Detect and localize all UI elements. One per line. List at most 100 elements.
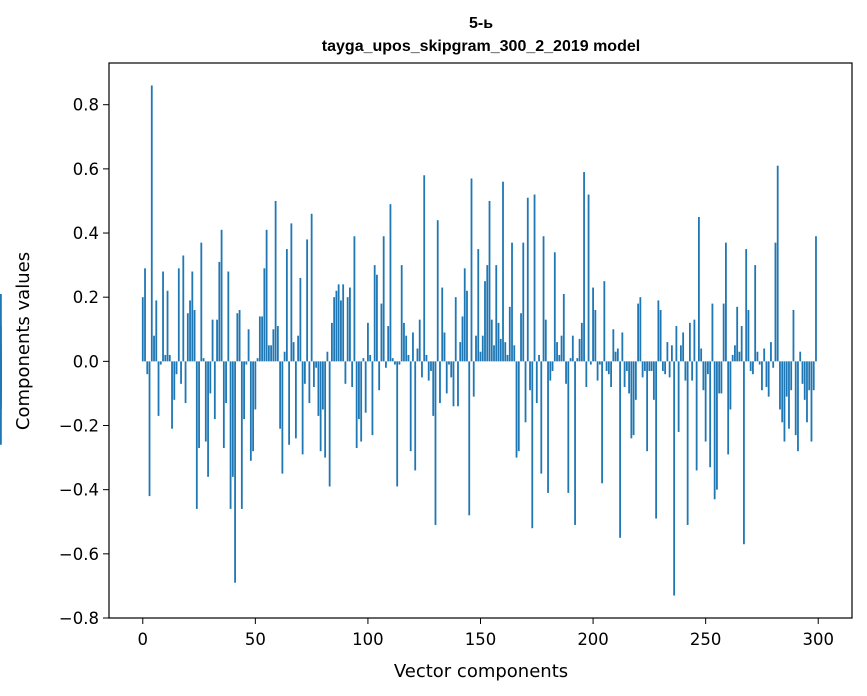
bar-59 xyxy=(274,200,277,362)
y-tick-label: 0.2 xyxy=(73,288,99,307)
bar-294 xyxy=(803,361,806,400)
bar-94 xyxy=(353,236,356,362)
bar-293 xyxy=(801,361,804,384)
bar-50 xyxy=(254,361,257,410)
y-tick-label: −0.6 xyxy=(59,545,99,564)
bar-258 xyxy=(722,303,725,362)
bar-56 xyxy=(267,345,270,362)
bar-35 xyxy=(220,229,223,362)
y-tick-label: −0.2 xyxy=(59,417,99,436)
bar-304 xyxy=(0,326,2,362)
bar-123 xyxy=(418,319,421,362)
chart-title-line2: tayga_upos_skipgram_300_2_2019 model xyxy=(322,38,640,55)
bar-217 xyxy=(630,361,633,439)
bar-47 xyxy=(247,329,250,362)
bar-147 xyxy=(472,361,475,397)
bar-26 xyxy=(200,242,203,362)
bar-143 xyxy=(463,268,466,362)
bar-208 xyxy=(610,361,612,388)
x-tick-label: 0 xyxy=(138,630,149,649)
bar-130 xyxy=(434,361,437,525)
bar-57 xyxy=(270,345,273,362)
bar-32 xyxy=(213,361,216,420)
bar-102 xyxy=(371,361,374,436)
bar-2 xyxy=(146,361,149,375)
bar-98 xyxy=(362,358,365,362)
bar-223 xyxy=(643,361,646,371)
bar-189 xyxy=(567,361,570,493)
bar-41 xyxy=(234,361,236,583)
bar-280 xyxy=(772,361,775,368)
bar-262 xyxy=(731,354,734,362)
bar-260 xyxy=(727,361,730,455)
bar-11 xyxy=(166,290,169,362)
y-axis-ticks: −0.8 −0.6 −0.4 −0.2 0.0 0.2 0.4 0.6 0.8 xyxy=(59,96,109,628)
bar-206 xyxy=(605,361,608,371)
bar-67 xyxy=(292,342,295,362)
bar-255 xyxy=(716,361,718,490)
bar-117 xyxy=(405,335,408,362)
bar-306 xyxy=(0,361,2,445)
bar-210 xyxy=(614,351,617,362)
bar-126 xyxy=(425,354,428,362)
bar-271 xyxy=(752,361,754,375)
bar-20 xyxy=(186,313,189,362)
bar-188 xyxy=(565,361,567,384)
bar-17 xyxy=(180,361,182,384)
bar-137 xyxy=(450,361,453,378)
bar-151 xyxy=(481,335,484,362)
bar-134 xyxy=(443,332,446,362)
bar-198 xyxy=(587,194,590,362)
bar-84 xyxy=(331,322,333,362)
bar-186 xyxy=(560,335,563,362)
bar-142 xyxy=(461,316,464,362)
bar-97 xyxy=(360,361,363,442)
bar-28 xyxy=(204,361,207,442)
bar-195 xyxy=(580,322,583,362)
bar-286 xyxy=(785,361,788,397)
bar-25 xyxy=(198,361,200,448)
bar-133 xyxy=(441,287,444,362)
bar-227 xyxy=(652,361,655,400)
bar-270 xyxy=(749,361,752,371)
bar-36 xyxy=(222,361,225,448)
bar-38 xyxy=(227,271,230,362)
bar-207 xyxy=(607,361,610,375)
bar-69 xyxy=(297,335,300,362)
bar-121 xyxy=(414,361,417,471)
y-tick-label: 0.6 xyxy=(73,160,99,179)
bar-274 xyxy=(758,361,761,365)
bar-275 xyxy=(761,361,763,391)
bar-181 xyxy=(549,361,552,381)
chart-title-line1: 5-ь xyxy=(469,15,493,32)
y-tick-label: −0.8 xyxy=(59,609,99,628)
bar-240 xyxy=(682,332,685,362)
bar-83 xyxy=(328,361,331,487)
bar-93 xyxy=(351,361,354,388)
bar-159 xyxy=(499,338,502,362)
bar-248 xyxy=(700,348,703,362)
bar-7 xyxy=(157,361,160,416)
bar-173 xyxy=(531,361,534,529)
bar-82 xyxy=(326,351,329,362)
bar-88 xyxy=(340,300,342,362)
bar-218 xyxy=(632,361,635,436)
bar-49 xyxy=(252,361,254,452)
bar-224 xyxy=(646,361,649,452)
bar-166 xyxy=(515,361,518,458)
bar-277 xyxy=(765,361,768,388)
bar-120 xyxy=(412,332,414,362)
bar-158 xyxy=(497,322,500,362)
bar-132 xyxy=(439,361,441,404)
bar-156 xyxy=(493,345,495,362)
x-tick-label: 150 xyxy=(465,630,497,649)
bar-52 xyxy=(258,316,261,362)
bar-16 xyxy=(177,268,180,362)
bar-1 xyxy=(144,268,146,362)
bar-118 xyxy=(407,354,410,362)
bar-167 xyxy=(517,361,520,452)
bar-246 xyxy=(695,361,698,471)
y-tick-label: 0.0 xyxy=(73,352,99,371)
bar-95 xyxy=(355,361,358,448)
bar-68 xyxy=(294,361,297,439)
